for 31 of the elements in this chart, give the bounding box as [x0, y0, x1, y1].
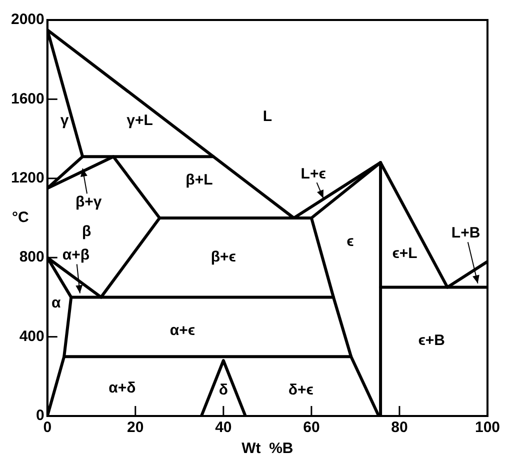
y-tick-label: 2000 — [10, 11, 44, 28]
annotation: α+ϵ — [170, 322, 196, 339]
annotation: γ — [60, 112, 70, 130]
y-tick-label: 1600 — [10, 90, 44, 108]
x-tick-label: 100 — [474, 419, 500, 436]
x-axis-title: Wt %B — [242, 440, 294, 458]
annotation: γ+L — [126, 112, 153, 130]
annotation: α+δ — [108, 379, 136, 396]
annotation: β+ϵ — [210, 248, 236, 266]
annotation: β+L — [186, 172, 213, 189]
annotation: δ — [218, 381, 228, 398]
annotation: L+B — [451, 224, 480, 242]
annotation: ϵ+L — [392, 244, 418, 262]
x-tick-label: 20 — [127, 419, 144, 436]
y-tick-label: 400 — [19, 328, 44, 345]
annotation: α — [52, 294, 62, 312]
y-tick-label: 800 — [19, 248, 44, 266]
annotation: β — [82, 223, 92, 240]
y-axis-title: °C — [12, 209, 29, 226]
annotation: β+γ — [75, 194, 102, 211]
annotation: L+ϵ — [300, 165, 326, 182]
annotation: ϵ+B — [418, 332, 446, 349]
annotation: δ+ϵ — [288, 381, 314, 398]
x-tick-label: 60 — [303, 419, 320, 436]
annotation: α+β — [62, 246, 90, 264]
x-tick-label: 40 — [215, 419, 232, 436]
annotation: ϵ — [346, 232, 354, 250]
y-tick-label: 1200 — [10, 170, 44, 187]
annotation: L — [262, 108, 272, 126]
y-tick-label: 0 — [36, 407, 44, 424]
x-tick-label: 80 — [391, 419, 408, 436]
